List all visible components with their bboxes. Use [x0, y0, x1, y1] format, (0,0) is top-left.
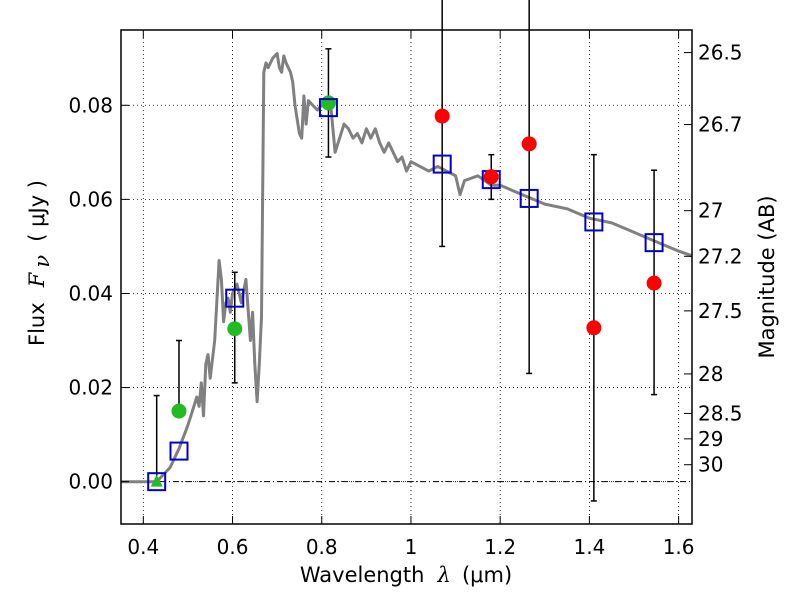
blue-square-marker — [644, 233, 664, 253]
x-tick-label: 0.6 — [217, 535, 249, 559]
y-axis-label-unit: ( μJy ) — [25, 180, 49, 242]
red-circle-marker — [646, 275, 662, 291]
plot-frame — [120, 29, 693, 525]
red-circle-marker — [483, 169, 499, 185]
data-markers — [147, 95, 664, 492]
y2-tick-label: 28 — [698, 362, 723, 386]
y-axis-label: Flux F ν ( μJy ) — [25, 180, 54, 346]
red-circle-marker — [586, 320, 602, 336]
x-tick-label: 0.8 — [306, 535, 338, 559]
template-spectrum-line — [121, 52, 693, 484]
y2-tick-label: 27 — [698, 199, 723, 223]
y2-tick-label: 28.5 — [698, 401, 743, 425]
red-circle-marker — [434, 108, 450, 124]
x-tick-label: 1.2 — [484, 535, 516, 559]
blue-square-marker — [584, 212, 604, 232]
y2-axis-label: Magnitude (AB) — [755, 195, 779, 358]
green-circle-marker — [171, 403, 187, 419]
axis-ticks: 0.4 0.6 0.8 1 1.2 1.4 1.6 0.00 0.02 0.04 0.06 0.08 2… — [68, 30, 743, 559]
blue-square-marker — [519, 188, 539, 208]
x-tick-label: 1 — [405, 535, 418, 559]
y2-tick-label: 30 — [698, 453, 723, 477]
y2-tick-label: 29 — [698, 427, 723, 451]
plot-area — [121, 30, 692, 524]
y-axis-label-subscript: ν — [30, 255, 54, 268]
y-tick-label: 0.06 — [68, 187, 113, 211]
y2-tick-label: 26.5 — [698, 41, 743, 65]
y-tick-label: 0.00 — [68, 470, 113, 494]
red-circle-marker — [521, 136, 537, 152]
y-tick-label: 0.02 — [68, 376, 113, 400]
y-tick-label: 0.04 — [68, 281, 113, 305]
y2-tick-label: 27.2 — [698, 244, 743, 268]
green-triangle-marker — [150, 474, 163, 487]
green-circle-marker — [227, 321, 243, 337]
x-axis-label: Wavelength λ (μm) — [300, 563, 512, 587]
x-tick-label: 1.4 — [573, 535, 605, 559]
y2-tick-label: 27.5 — [698, 299, 743, 323]
y-axis-label-text: Flux — [25, 302, 49, 346]
blue-square-marker — [225, 288, 245, 308]
x-axis-label-text: Wavelength — [300, 563, 425, 587]
y2-tick-label: 26.7 — [698, 113, 743, 137]
green-circle-marker — [320, 95, 336, 111]
blue-square-marker — [432, 154, 452, 174]
x-axis-label-symbol: λ — [437, 563, 451, 587]
blue-square-marker — [169, 441, 189, 461]
x-tick-label: 1.6 — [663, 535, 695, 559]
x-axis-label-unit: (μm) — [462, 563, 512, 587]
x-tick-label: 0.4 — [127, 535, 159, 559]
blue-square-marker — [147, 472, 167, 492]
blue-square-marker — [318, 98, 338, 118]
y-axis-label-symbol: F — [25, 271, 49, 288]
y-tick-label: 0.08 — [68, 93, 113, 117]
